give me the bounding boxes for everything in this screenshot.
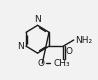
Text: N: N bbox=[17, 42, 24, 51]
Text: O: O bbox=[66, 47, 73, 56]
Text: NH₂: NH₂ bbox=[75, 36, 92, 44]
Text: N: N bbox=[34, 15, 41, 24]
Text: CH₃: CH₃ bbox=[54, 59, 70, 68]
Text: O: O bbox=[38, 59, 45, 68]
